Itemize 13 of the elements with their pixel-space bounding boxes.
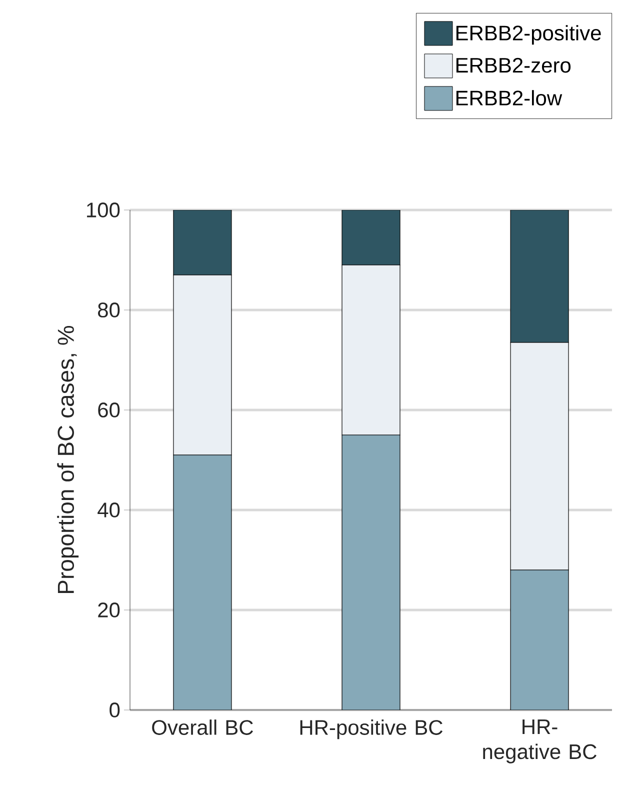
- x-tick-label: Overall BC: [152, 720, 253, 735]
- y-tick-label: 100: [87, 202, 120, 218]
- legend-label: ERBB2-positive: [456, 25, 601, 45]
- y-tick-label: 60: [98, 402, 120, 418]
- legend-label: ERBB2-zero: [456, 58, 571, 73]
- y-axis-title: Proportion of BC cases, %: [57, 326, 79, 593]
- x-tick-label: HR-positive BC: [300, 720, 443, 740]
- x-tick-label: HR-negative BC: [483, 720, 596, 764]
- y-tick-label: 40: [98, 502, 120, 518]
- y-tick-label: 0: [110, 702, 120, 718]
- y-tick-label: 80: [98, 302, 120, 318]
- y-tick-label: 20: [98, 602, 120, 618]
- legend-label: ERBB2-low: [456, 90, 562, 106]
